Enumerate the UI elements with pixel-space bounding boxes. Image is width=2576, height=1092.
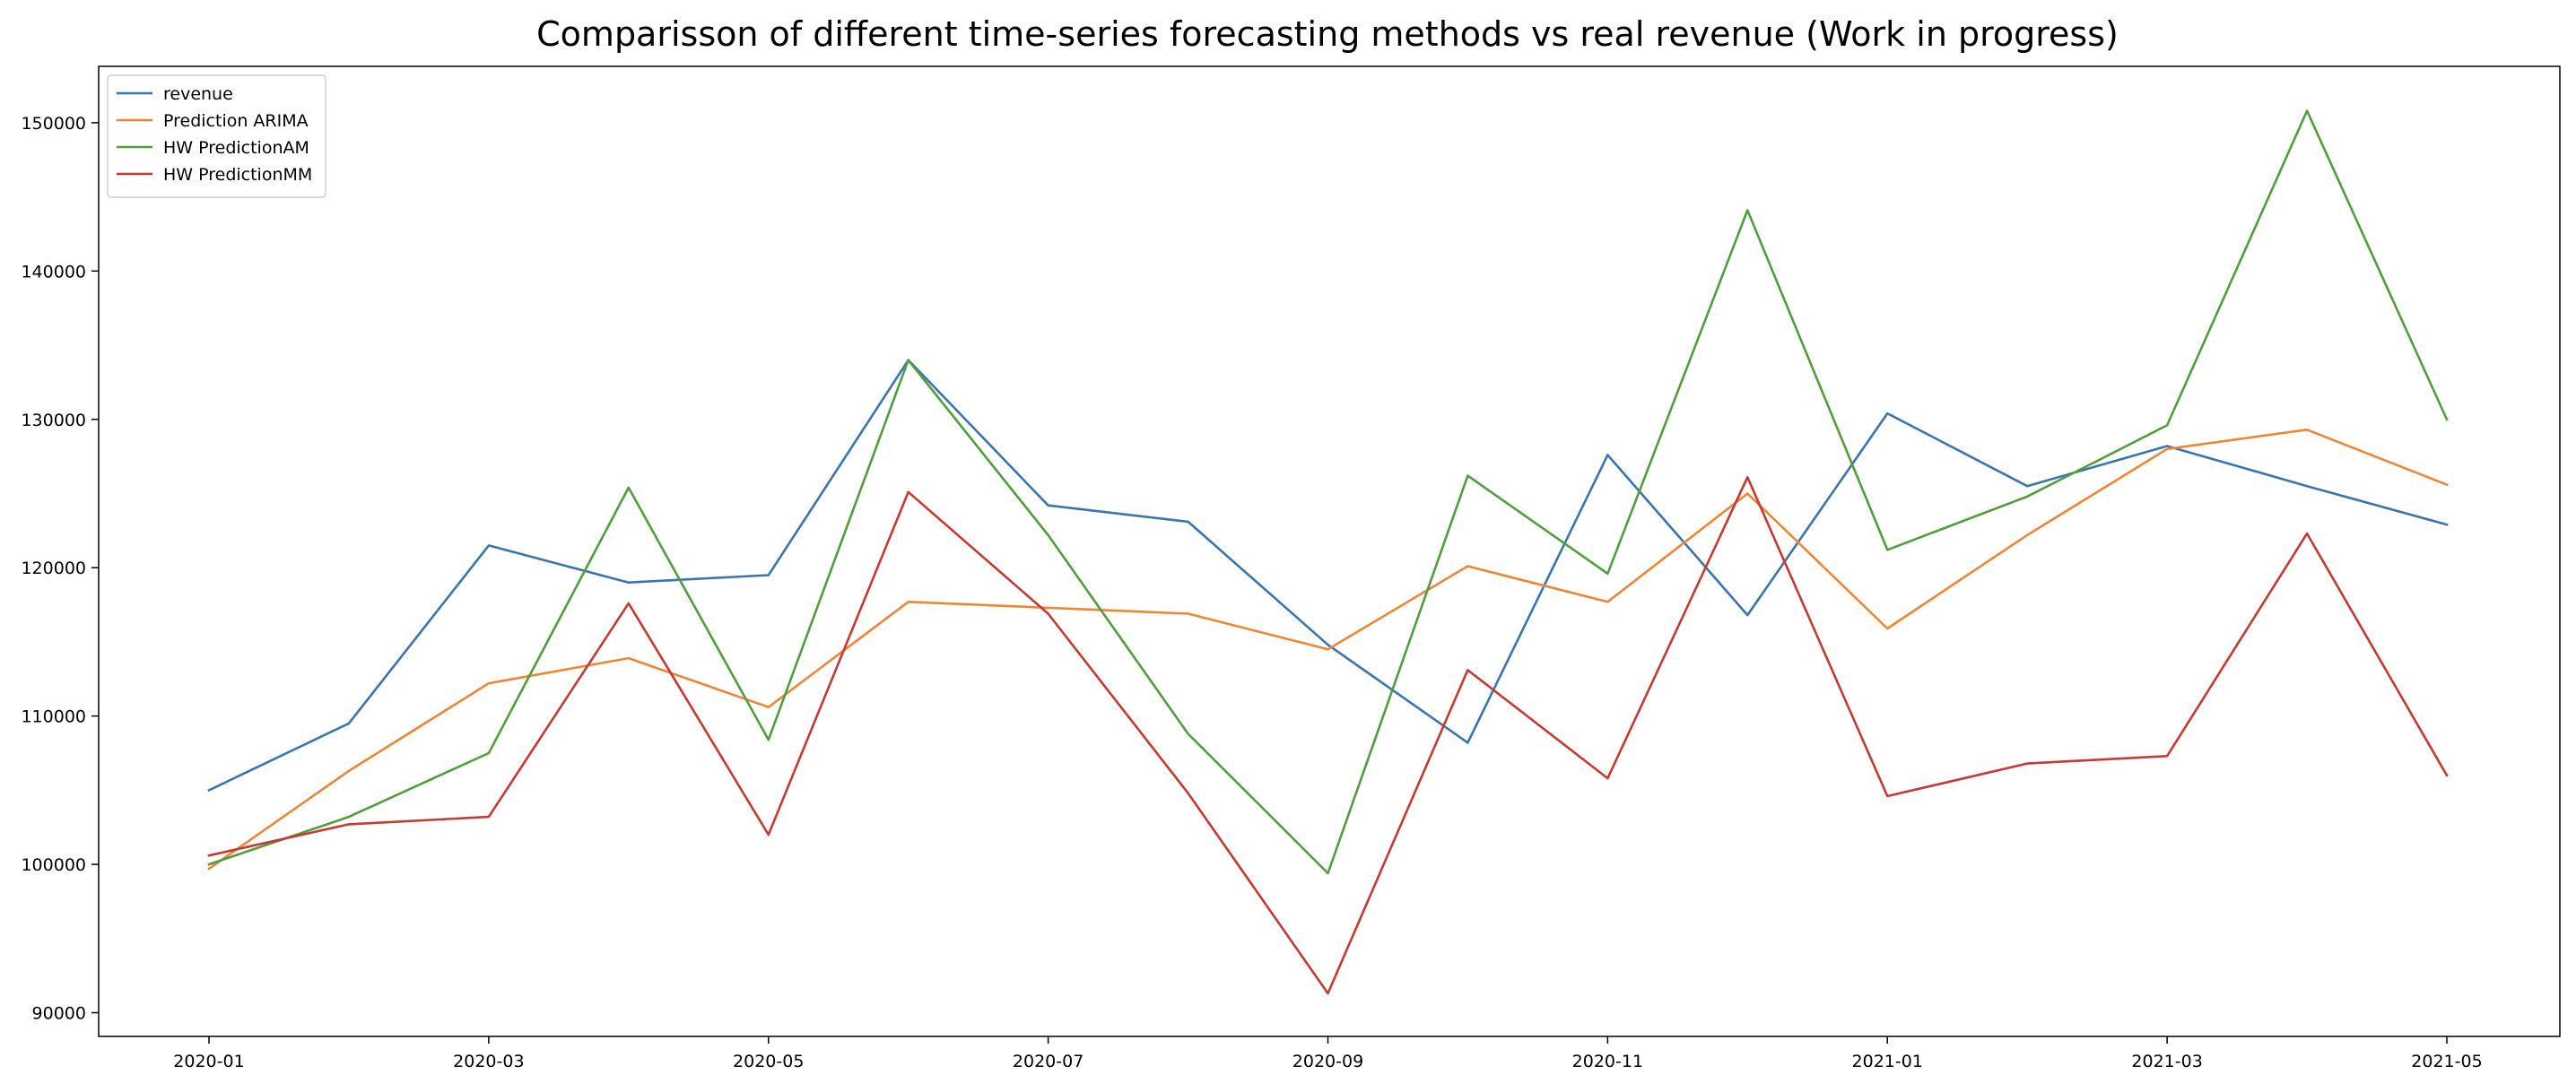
series-line-1 [207, 428, 2449, 871]
chart-title: Comparisson of different time-series for… [536, 14, 2119, 54]
x-tick-label: 2020-03 [453, 1052, 524, 1071]
legend: revenue Prediction ARIMA HW PredictionAM HW… [107, 74, 326, 198]
x-tick-label: 2020-05 [733, 1052, 804, 1071]
legend-label: Prediction ARIMA [163, 111, 309, 131]
x-tick-label: 2020-01 [173, 1052, 244, 1071]
y-axis-ticks: 90000 100000 110000 120000 130000 140000 15000… [21, 114, 99, 1024]
y-tick-label: 120000 [21, 559, 86, 578]
y-tick-label: 130000 [21, 411, 86, 430]
series-line-2 [207, 109, 2449, 875]
legend-label: revenue [163, 84, 233, 104]
plot-area-frame [98, 65, 2561, 1037]
x-tick-label: 2020-11 [1572, 1052, 1643, 1071]
series-lines [207, 109, 2449, 995]
x-tick-label: 2020-07 [1013, 1052, 1083, 1071]
x-tick-label: 2021-01 [1852, 1052, 1923, 1071]
y-tick-label: 90000 [32, 1004, 86, 1024]
y-tick-label: 140000 [21, 262, 86, 282]
series-line-3 [207, 475, 2449, 995]
x-axis-ticks: 2020-01 2020-03 2020-05 2020-07 2020-09 2020-… [173, 1036, 2483, 1071]
x-tick-label: 2021-05 [2411, 1052, 2482, 1071]
legend-box [107, 74, 326, 198]
legend-label: HW PredictionAM [163, 138, 309, 158]
series-line-0 [207, 359, 2449, 793]
x-tick-label: 2021-03 [2131, 1052, 2202, 1071]
y-tick-label: 150000 [21, 114, 86, 134]
x-tick-label: 2020-09 [1292, 1052, 1363, 1071]
legend-label: HW PredictionMM [163, 165, 312, 185]
y-tick-label: 100000 [21, 855, 86, 875]
y-tick-label: 110000 [21, 707, 86, 727]
